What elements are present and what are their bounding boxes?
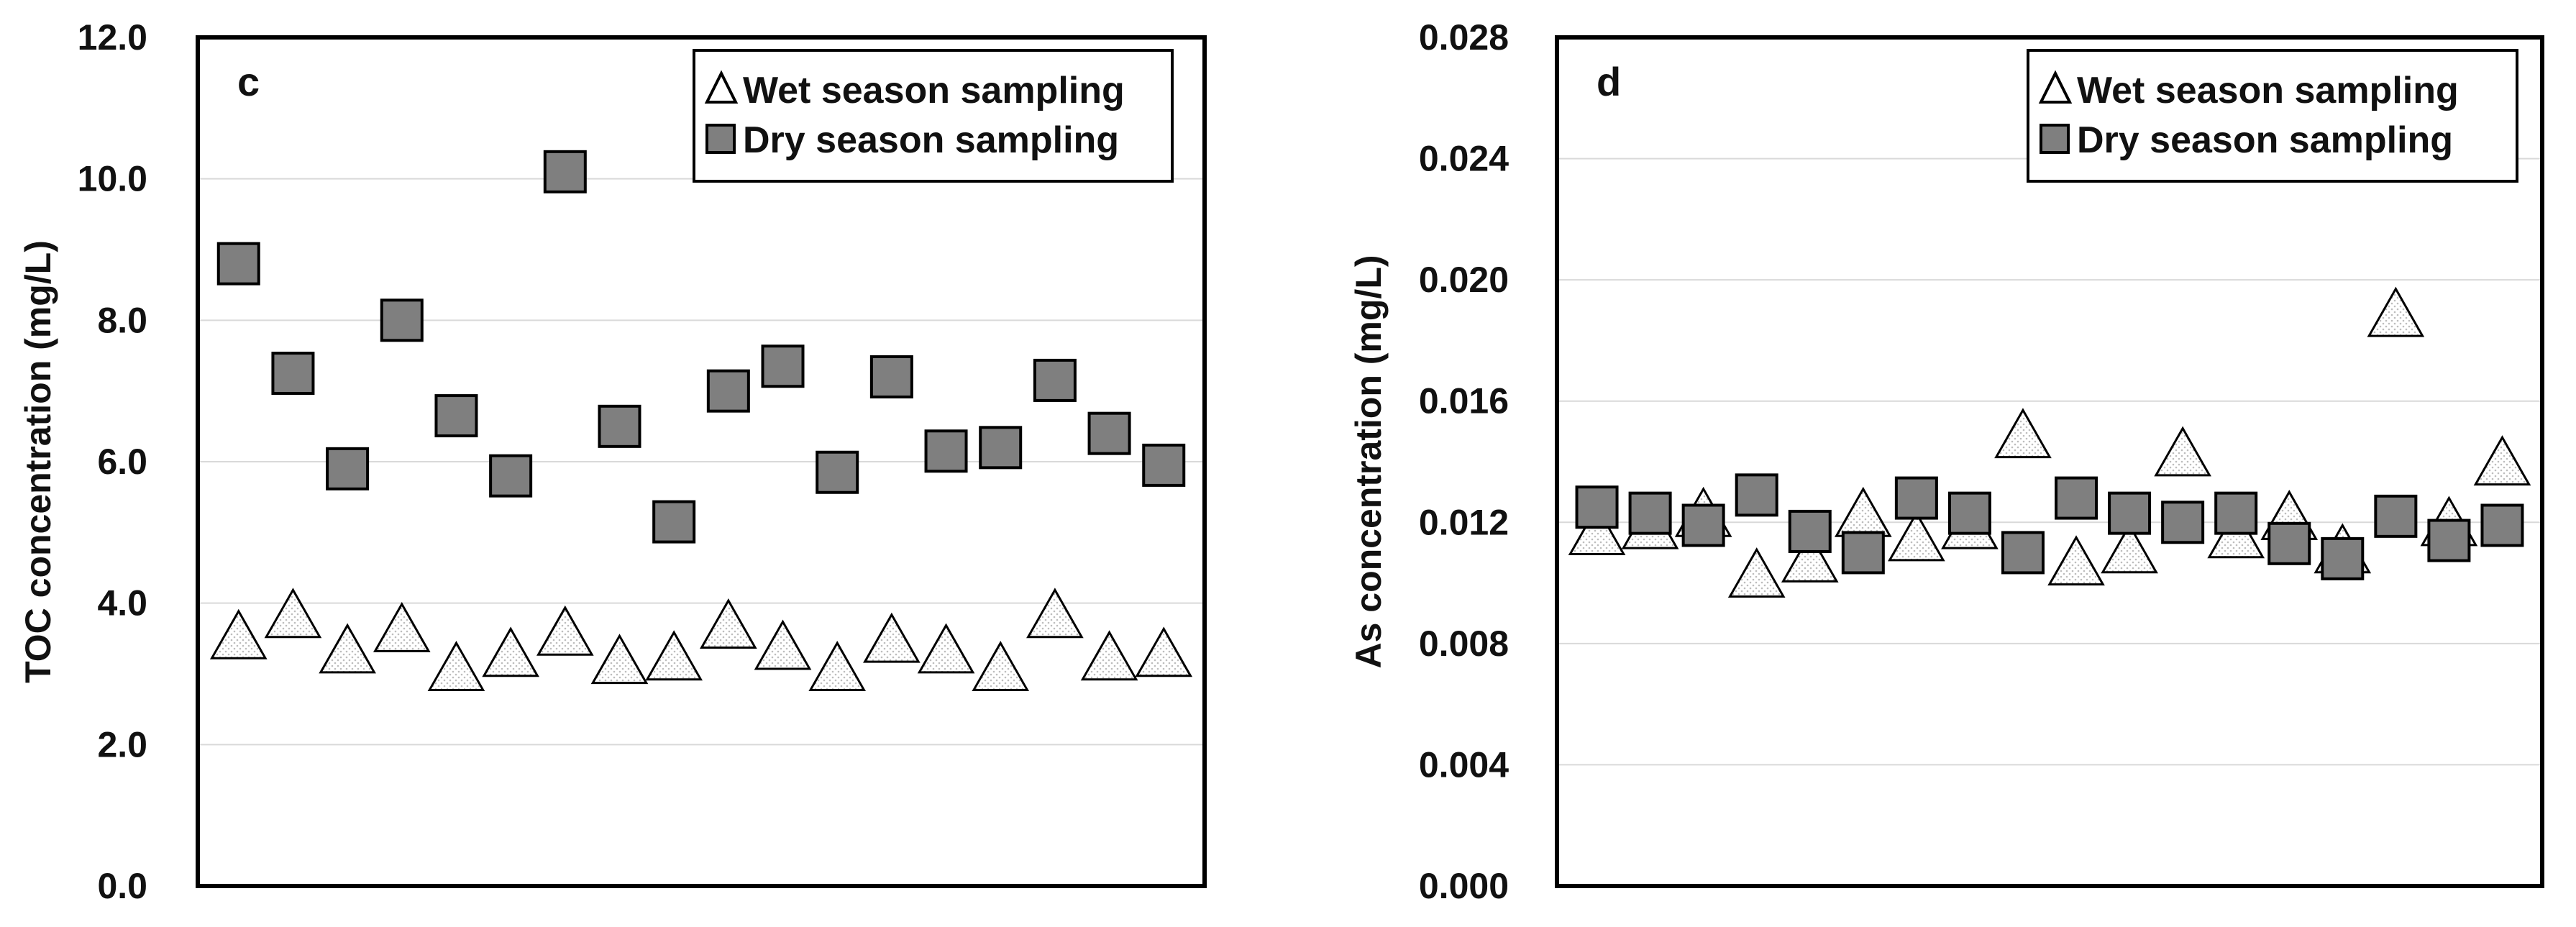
wet-point-c-1: [209, 608, 268, 659]
dry-point-d-12: [2161, 501, 2205, 544]
dry-point-c-18: [1142, 443, 1186, 487]
dry-point-c-11: [761, 344, 805, 388]
ytick-label-d-5: 0.020: [1419, 260, 1509, 300]
wet-point-c-11: [754, 619, 812, 670]
dry-point-c-16: [1033, 358, 1077, 402]
ytick-label-d-6: 0.024: [1419, 139, 1509, 179]
plot-frame-c: [196, 35, 1207, 888]
dry-point-c-1: [216, 242, 260, 286]
ytick-label-c-6: 12.0: [78, 17, 147, 58]
dry-point-d-9: [2001, 531, 2045, 575]
wet-point-c-10: [700, 598, 757, 649]
ytick-label-c-5: 10.0: [78, 159, 147, 199]
wet-point-c-5: [427, 641, 485, 691]
y-axis-label-d: As concentration (mg/L): [1348, 255, 1389, 668]
wet-point-c-13: [863, 612, 921, 663]
dry-point-c-3: [326, 447, 370, 490]
legend-marker-wet-c: [704, 70, 739, 104]
ytick-label-d-7: 0.028: [1419, 17, 1509, 58]
wet-point-d-9: [1994, 408, 2052, 459]
wet-point-d-12: [2154, 426, 2211, 477]
ytick-label-c-1: 2.0: [97, 724, 147, 764]
panel-label-c: c: [237, 59, 260, 104]
wet-point-c-16: [1026, 588, 1084, 639]
dry-point-d-14: [2267, 521, 2311, 565]
dry-point-c-2: [271, 352, 315, 396]
wet-point-c-12: [808, 641, 867, 691]
wet-point-c-2: [264, 588, 322, 639]
wet-point-c-17: [1080, 630, 1138, 681]
dry-point-d-15: [2321, 536, 2365, 580]
legend-marker-dry-c: [705, 124, 736, 154]
dry-point-d-10: [2055, 476, 2098, 520]
wet-point-d-10: [2047, 535, 2105, 586]
legend-label-wet-d: Wet season sampling: [2077, 70, 2459, 111]
legend-marker-wet-d: [2038, 70, 2073, 104]
ytick-label-d-0: 0.000: [1419, 866, 1509, 906]
dry-point-c-13: [869, 355, 913, 398]
y-axis-label-c: TOC concentration (mg/L): [18, 240, 58, 683]
wet-point-d-7: [1888, 511, 1945, 562]
wet-point-c-14: [917, 623, 975, 674]
dry-point-d-5: [1788, 509, 1832, 553]
ytick-label-c-4: 8.0: [97, 300, 147, 340]
ytick-label-c-3: 6.0: [97, 442, 147, 482]
dry-point-d-16: [2374, 494, 2418, 538]
wet-point-d-4: [1727, 547, 1786, 598]
ytick-label-d-2: 0.008: [1419, 624, 1509, 664]
wet-point-d-11: [2101, 523, 2158, 574]
wet-point-d-6: [1834, 486, 1892, 537]
dry-point-c-15: [979, 426, 1023, 470]
wet-point-c-15: [972, 641, 1030, 691]
dry-point-c-10: [706, 369, 750, 413]
dry-point-c-6: [489, 454, 533, 498]
legend-label-wet-c: Wet season sampling: [743, 70, 1125, 111]
wet-point-c-7: [536, 605, 594, 656]
dry-point-d-11: [2108, 491, 2152, 535]
dry-point-d-1: [1575, 485, 1619, 529]
dry-point-c-5: [434, 394, 478, 438]
ytick-label-c-0: 0.0: [97, 866, 147, 906]
panel-label-d: d: [1597, 59, 1621, 104]
legend-box-d: [2027, 49, 2518, 183]
dry-point-c-14: [924, 429, 968, 473]
legend-label-dry-c: Dry season sampling: [743, 119, 1119, 161]
dry-point-d-6: [1841, 531, 1885, 575]
dry-point-d-2: [1628, 491, 1672, 535]
dry-point-c-12: [816, 450, 859, 494]
wet-point-c-3: [319, 623, 376, 674]
wet-point-c-18: [1135, 626, 1193, 677]
dry-point-d-17: [2427, 519, 2471, 562]
wet-point-d-18: [2473, 435, 2531, 486]
ytick-label-d-1: 0.004: [1419, 744, 1509, 785]
ytick-label-d-4: 0.016: [1419, 381, 1509, 421]
dry-point-d-3: [1681, 503, 1725, 547]
legend-label-dry-d: Dry season sampling: [2077, 119, 2453, 161]
legend-marker-dry-d: [2040, 124, 2070, 154]
dry-point-c-8: [598, 404, 641, 448]
dry-point-c-17: [1087, 411, 1131, 455]
dry-point-d-18: [2480, 503, 2524, 547]
wet-point-c-9: [645, 630, 703, 681]
wet-point-d-5: [1781, 532, 1839, 583]
dry-point-c-7: [543, 150, 587, 193]
wet-point-d-16: [2367, 286, 2425, 337]
wet-point-c-6: [482, 626, 539, 677]
dry-point-d-4: [1735, 473, 1778, 517]
ytick-label-d-3: 0.012: [1419, 502, 1509, 542]
dry-point-d-13: [2214, 491, 2258, 535]
wet-point-d-1: [1568, 505, 1626, 556]
wet-point-c-8: [590, 634, 649, 685]
dry-point-d-8: [1947, 491, 1991, 535]
dry-point-c-9: [652, 500, 696, 544]
plot-frame-d: [1555, 35, 2544, 888]
dry-point-d-7: [1894, 476, 1938, 520]
ytick-label-c-2: 4.0: [97, 583, 147, 624]
wet-point-c-4: [373, 601, 431, 652]
legend-box-c: [693, 49, 1174, 183]
dry-point-c-4: [380, 298, 424, 342]
